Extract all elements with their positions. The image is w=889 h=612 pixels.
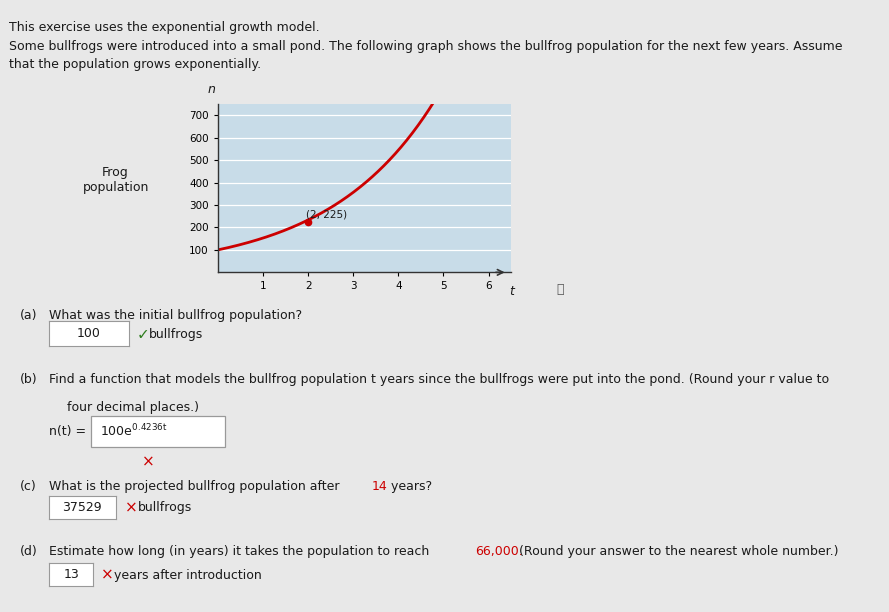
Text: years after introduction: years after introduction	[114, 569, 261, 582]
Text: (Round your answer to the nearest whole number.): (Round your answer to the nearest whole …	[515, 545, 838, 558]
Text: n(t) =: n(t) =	[49, 425, 90, 438]
Text: n: n	[208, 83, 216, 95]
Text: What was the initial bullfrog population?: What was the initial bullfrog population…	[49, 309, 302, 322]
Text: 14: 14	[372, 480, 388, 493]
Text: (b): (b)	[20, 373, 37, 386]
Text: This exercise uses the exponential growth model.: This exercise uses the exponential growt…	[9, 21, 319, 34]
Text: 13: 13	[63, 568, 79, 581]
Text: $\mathregular{100e}^{\mathregular{0.4236t}}$: $\mathregular{100e}^{\mathregular{0.4236…	[100, 423, 168, 440]
Text: What is the projected bullfrog population after: What is the projected bullfrog populatio…	[49, 480, 343, 493]
Text: ×: ×	[100, 568, 113, 583]
Text: ×: ×	[124, 501, 137, 515]
Text: Find a function that models the bullfrog population t years since the bullfrogs : Find a function that models the bullfrog…	[49, 373, 829, 386]
Text: ×: ×	[142, 455, 155, 470]
Text: 37529: 37529	[62, 501, 102, 514]
Text: ⓘ: ⓘ	[557, 283, 564, 296]
Text: Some bullfrogs were introduced into a small pond. The following graph shows the : Some bullfrogs were introduced into a sm…	[9, 40, 843, 53]
Text: ✓: ✓	[137, 327, 149, 341]
Text: (a): (a)	[20, 309, 37, 322]
Text: Frog
population: Frog population	[83, 166, 148, 194]
Text: 100: 100	[77, 327, 100, 340]
Text: (c): (c)	[20, 480, 36, 493]
Text: four decimal places.): four decimal places.)	[67, 401, 198, 414]
Text: (d): (d)	[20, 545, 37, 558]
Text: bullfrogs: bullfrogs	[138, 501, 192, 515]
Text: bullfrogs: bullfrogs	[149, 327, 204, 341]
Text: (2, 225): (2, 225)	[306, 210, 347, 220]
Text: years?: years?	[387, 480, 432, 493]
Text: Estimate how long (in years) it takes the population to reach: Estimate how long (in years) it takes th…	[49, 545, 433, 558]
Text: that the population grows exponentially.: that the population grows exponentially.	[9, 58, 261, 71]
Text: t: t	[509, 285, 514, 297]
Text: 66,000.: 66,000.	[475, 545, 523, 558]
